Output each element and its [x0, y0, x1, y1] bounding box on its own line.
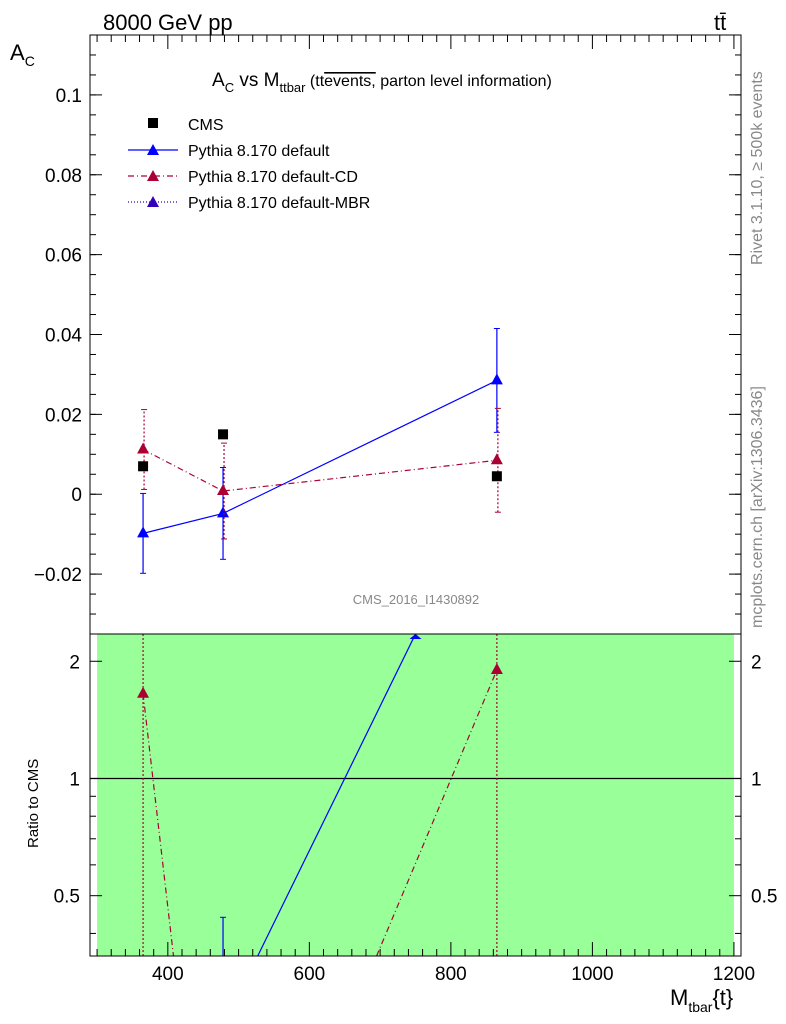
- title-vs: vs M: [234, 70, 279, 91]
- main-y-tick-label: 0.04: [45, 326, 82, 347]
- title-overline: events,: [324, 73, 376, 90]
- ratio-y-tick-label: 1: [69, 769, 80, 790]
- title-a: A: [212, 70, 225, 91]
- legend-marker-mbr: [147, 196, 159, 207]
- main-ylabel-sub: C: [25, 53, 35, 69]
- ratio-line-default: [257, 633, 417, 957]
- legend-label-cd: Pythia 8.170 default-CD: [188, 169, 358, 186]
- legend-marker-cms: [148, 118, 158, 128]
- legend: CMS Pythia 8.170 default Pythia 8.170 de…: [128, 117, 370, 212]
- main-y-tick-label: 0: [71, 485, 82, 506]
- chart-title: AC vs Mttbar (ttevents, parton level inf…: [212, 70, 552, 95]
- main-ylabel: AC: [10, 40, 35, 69]
- ratio-panel: 0.5 0.5 1 1 2 2 400 600 800 1000 1200 Ratio to CM…: [25, 633, 777, 1015]
- main-y-axis: −0.02 0 0.02 0.04 0.06 0.08 0.1: [34, 34, 741, 635]
- ratio-y-tick-label-right: 0.5: [751, 887, 777, 908]
- marker-dashdot: [137, 442, 150, 454]
- ratio-x-tick-label: 400: [152, 964, 184, 985]
- ratio-y-tick-label-right: 1: [751, 769, 762, 790]
- main-y-tick-label: −0.02: [34, 565, 82, 586]
- title-rest: parton level information): [376, 73, 552, 90]
- title-paren: (tt: [305, 73, 324, 90]
- marker-cms: [218, 429, 229, 440]
- marker-dashdot: [217, 484, 230, 496]
- ratio-y-axis: 0.5 0.5 1 1 2 2: [54, 652, 777, 934]
- ratio-y-tick-label: 2: [69, 652, 80, 673]
- analysis-id: CMS_2016_I1430892: [353, 592, 480, 607]
- main-y-tick-label: 0.02: [45, 405, 82, 426]
- ratio-cms-band: [97, 634, 734, 956]
- ratio-x-tick-label: 1000: [571, 964, 613, 985]
- ratio-xlabel: Mtbar{t}: [670, 985, 733, 1015]
- ratio-frame: [89, 633, 742, 957]
- ratio-marker-cd: [137, 686, 150, 698]
- main-y-tick-label: 0.08: [45, 166, 82, 187]
- series-line-dashdot: [142, 448, 497, 492]
- xlabel-main: M: [670, 985, 688, 1010]
- main-ylabel-main: A: [10, 40, 25, 65]
- marker-solid: [490, 373, 503, 385]
- ratio-plot-area: [90, 633, 741, 957]
- marker-cms: [491, 471, 502, 482]
- xlabel-sub: tbar: [688, 999, 712, 1015]
- main-plot-area: [137, 328, 503, 574]
- ratio-x-tick-label: 800: [435, 964, 467, 985]
- marker-cms: [138, 461, 149, 472]
- xlabel-suffix: {t}: [712, 985, 733, 1010]
- title-a-sub: C: [225, 80, 234, 95]
- series-line-solid: [142, 379, 498, 534]
- title-m-sub: ttbar: [279, 80, 306, 95]
- legend-label-default: Pythia 8.170 default: [188, 143, 330, 160]
- main-y-tick-label: 0.1: [56, 86, 82, 107]
- marker-solid: [217, 506, 230, 518]
- process-label: tt̄: [714, 10, 726, 35]
- ratio-x-axis: 400 600 800 1000 1200: [96, 942, 755, 985]
- mcplots-label: mcplots.cern.ch [arXiv:1306.3436]: [749, 386, 766, 628]
- ratio-x-tick-label: 1200: [713, 964, 755, 985]
- main-y-tick-label: 0.06: [45, 246, 82, 267]
- marker-solid: [137, 526, 150, 538]
- ratio-x-tick-label: 600: [294, 964, 326, 985]
- energy-label: 8000 GeV pp: [103, 10, 233, 35]
- ratio-ylabel: Ratio to CMS: [25, 759, 42, 848]
- main-x-ticks: [96, 35, 735, 49]
- legend-label-cms: CMS: [188, 117, 224, 134]
- ratio-y-tick-label: 0.5: [54, 887, 80, 908]
- rivet-label: Rivet 3.1.10, ≥ 500k events: [749, 71, 766, 265]
- marker-dashdot: [490, 453, 503, 465]
- legend-marker-cd: [147, 170, 159, 181]
- ratio-line-cd: [142, 693, 175, 957]
- legend-label-mbr: Pythia 8.170 default-MBR: [188, 195, 370, 212]
- ratio-marker-cd: [490, 662, 503, 674]
- ratio-y-tick-label-right: 2: [751, 652, 762, 673]
- ratio-marker-default-clipped: [409, 634, 422, 639]
- legend-marker-default: [147, 144, 159, 155]
